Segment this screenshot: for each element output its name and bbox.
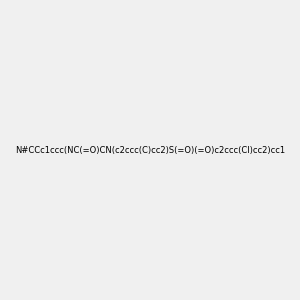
Text: N#CCc1ccc(NC(=O)CN(c2ccc(C)cc2)S(=O)(=O)c2ccc(Cl)cc2)cc1: N#CCc1ccc(NC(=O)CN(c2ccc(C)cc2)S(=O)(=O)… — [15, 146, 285, 154]
